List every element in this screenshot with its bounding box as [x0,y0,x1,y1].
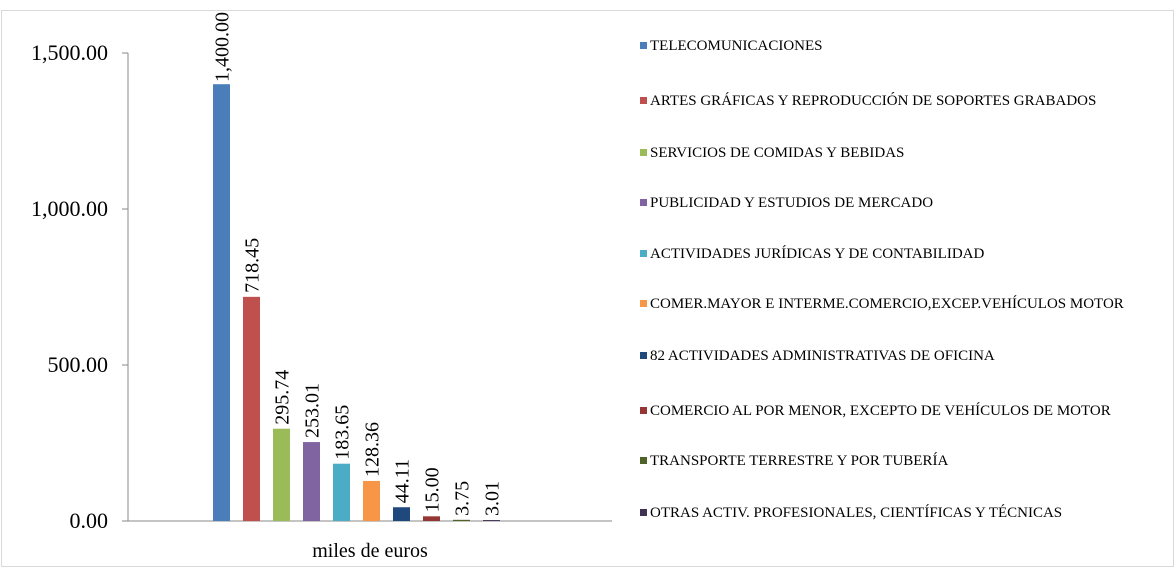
legend-swatch [640,352,647,359]
value-label: 295.74 [272,370,294,425]
legend-swatch [640,97,647,104]
legend-label: SERVICIOS DE COMIDAS Y BEBIDAS [650,145,905,161]
y-tick-label: 1,500.00 [31,40,108,65]
legend-item: COMER.MAYOR E INTERME.COMERCIO,EXCEP.VEH… [640,295,1170,313]
legend-item: OTRAS ACTIV. PROFESIONALES, CIENTÍFICAS … [640,504,1170,522]
y-tick-label: 1,000.00 [31,196,108,221]
legend-item: ACTIVIDADES JURÍDICAS Y DE CONTABILIDAD [640,245,1170,263]
legend-label: TRANSPORTE TERRESTRE Y POR TUBERÍA [650,453,949,469]
y-tick-label: 500.00 [48,352,109,377]
bar [303,442,320,521]
legend-swatch [640,300,647,307]
bar [393,507,410,521]
bar [423,516,440,521]
legend-label: COMERCIO AL POR MENOR, EXCEPTO DE VEHÍCU… [650,403,1111,419]
chart-frame [1,10,1174,567]
value-label: 15.00 [422,467,444,512]
bar [363,480,380,521]
value-label: 3.01 [482,481,504,516]
bar [273,428,290,521]
legend-swatch [640,457,647,464]
bar [453,519,470,521]
legend-swatch [640,199,647,206]
bar [483,520,500,521]
legend-item: ARTES GRÁFICAS Y REPRODUCCIÓN DE SOPORTE… [640,92,1170,110]
bar [243,296,260,521]
legend-swatch [640,149,647,156]
legend-label: TELECOMUNICACIONES [650,38,823,54]
legend-label: ARTES GRÁFICAS Y REPRODUCCIÓN DE SOPORTE… [650,93,1097,109]
legend-label: 82 ACTIVIDADES ADMINISTRATIVAS DE OFICIN… [650,348,995,364]
legend-swatch [640,509,647,516]
x-tick-label: miles de euros [312,540,428,562]
legend-label: OTRAS ACTIV. PROFESIONALES, CIENTÍFICAS … [650,505,1063,521]
value-label: 253.01 [302,383,324,438]
legend-item: TRANSPORTE TERRESTRE Y POR TUBERÍA [640,452,1170,470]
value-label: 1,400.00 [212,12,234,82]
legend-swatch [640,42,647,49]
legend-item: COMERCIO AL POR MENOR, EXCEPTO DE VEHÍCU… [640,402,1170,420]
legend-item: 82 ACTIVIDADES ADMINISTRATIVAS DE OFICIN… [640,347,1170,365]
bar [213,84,230,521]
legend-item: TELECOMUNICACIONES [640,37,1170,55]
value-label: 44.11 [392,459,414,503]
bar [333,463,350,521]
y-tick-label: 0.00 [70,508,109,533]
legend-swatch [640,250,647,257]
value-label: 128.36 [362,422,384,477]
legend-label: PUBLICIDAD Y ESTUDIOS DE MERCADO [650,195,934,211]
value-label: 718.45 [242,238,264,293]
legend-item: SERVICIOS DE COMIDAS Y BEBIDAS [640,144,1170,162]
legend-label: ACTIVIDADES JURÍDICAS Y DE CONTABILIDAD [650,246,985,262]
legend-label: COMER.MAYOR E INTERME.COMERCIO,EXCEP.VEH… [650,296,1124,312]
value-label: 183.65 [332,405,354,460]
legend-swatch [640,407,647,414]
value-label: 3.75 [452,481,474,516]
legend-item: PUBLICIDAD Y ESTUDIOS DE MERCADO [640,194,1170,212]
